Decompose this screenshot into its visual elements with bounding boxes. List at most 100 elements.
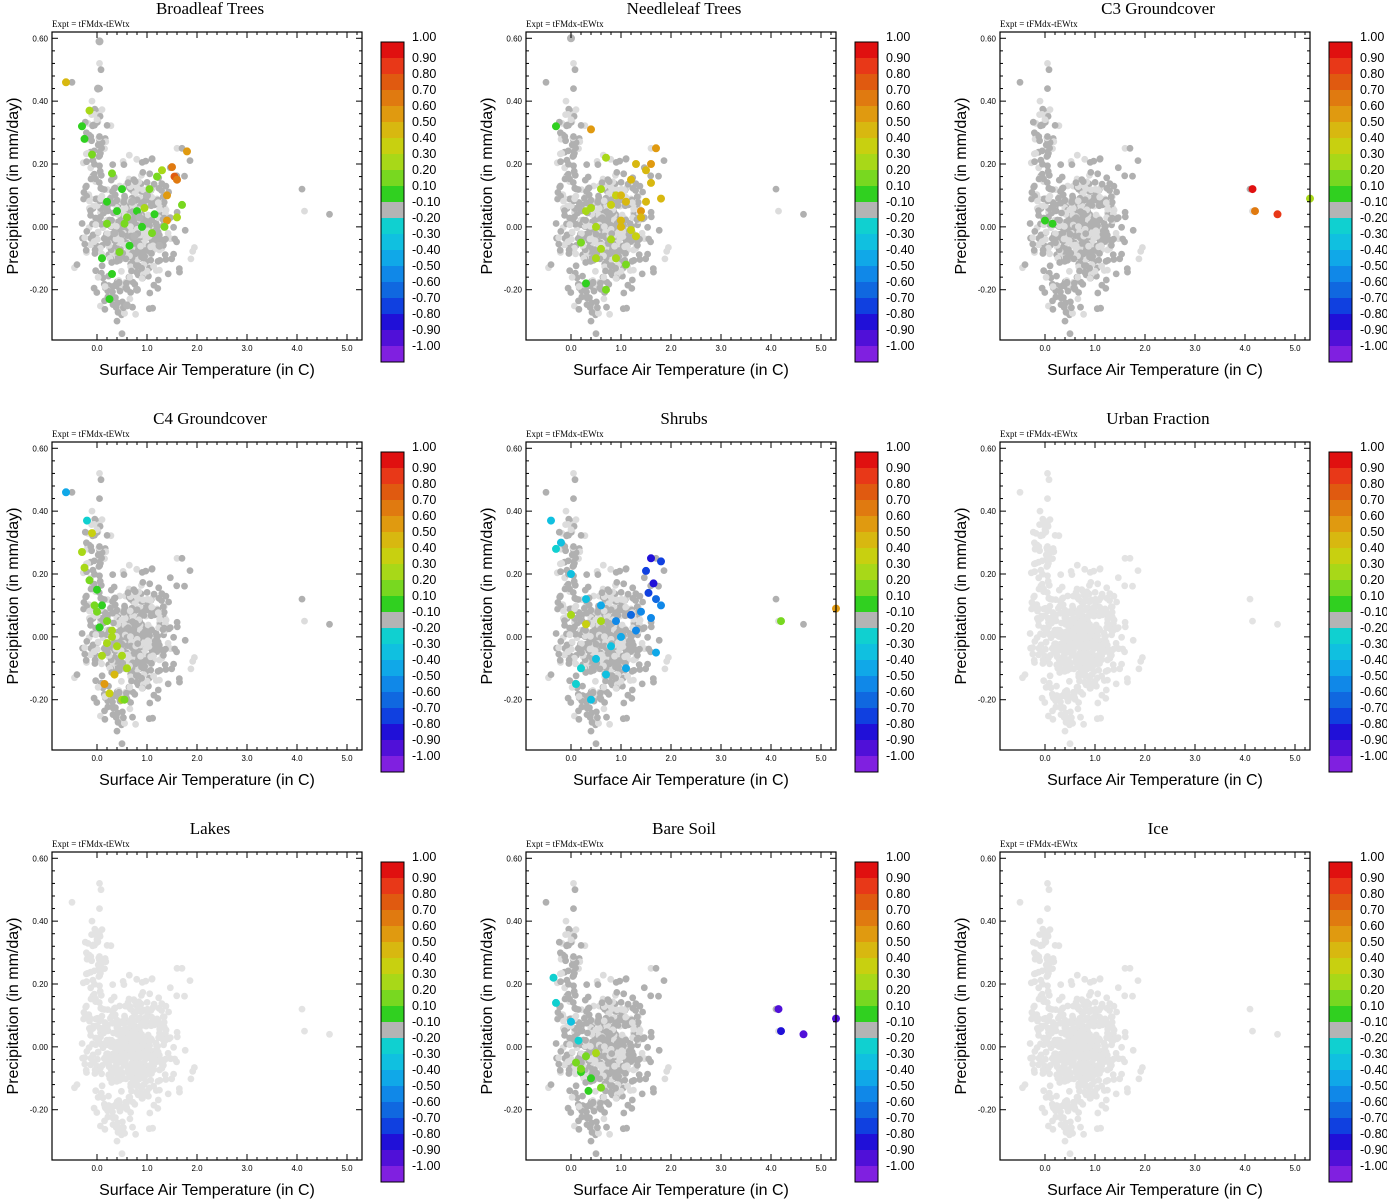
- cloud-point: [186, 157, 194, 165]
- colorbar-swatch: [855, 628, 878, 644]
- colorbar-label: -0.80: [886, 307, 915, 321]
- cloud-point: [571, 66, 579, 74]
- expt-label: Expt = tFMdx-tEWtx: [526, 19, 604, 29]
- colorbar-label: 0.20: [1360, 573, 1384, 587]
- cloud-point: [572, 262, 580, 270]
- cloud-point: [1135, 665, 1143, 673]
- cloud-point: [1063, 688, 1071, 696]
- cloud-point: [137, 652, 145, 660]
- colorbar-swatch: [1329, 282, 1352, 298]
- colorbar-label: -0.60: [886, 275, 915, 289]
- cloud-point: [120, 714, 127, 722]
- cloud-point: [90, 284, 98, 292]
- cloud-point: [1075, 289, 1082, 296]
- cloud-point: [1044, 133, 1051, 140]
- cloud-point: [1056, 626, 1063, 634]
- cloud-point: [1066, 640, 1074, 648]
- cloud-point: [126, 683, 134, 691]
- cloud-point: [156, 615, 164, 623]
- cloud-point: [127, 699, 134, 706]
- cloud-point: [1109, 251, 1117, 258]
- cloud-point: [594, 608, 602, 616]
- cloud-point: [301, 617, 308, 625]
- cloud-point: [189, 657, 197, 665]
- panel-title: C3 Groundcover: [1101, 0, 1215, 18]
- colorbar-label: 0.10: [412, 589, 436, 603]
- colorbar-swatch: [381, 580, 404, 596]
- colorbar-swatch: [855, 580, 878, 596]
- cloud-point: [326, 210, 333, 218]
- colorbar-label: 0.30: [412, 557, 436, 571]
- cloud-point: [1031, 228, 1039, 235]
- cloud-point: [109, 609, 116, 617]
- cloud-point: [1068, 309, 1076, 317]
- cloud-point: [138, 264, 146, 272]
- cloud-point: [584, 583, 592, 591]
- cloud-point: [567, 116, 575, 124]
- y-tick-label: -0.20: [504, 696, 523, 705]
- cloud-point: [556, 656, 564, 664]
- colorbar-swatch: [1329, 580, 1352, 596]
- cloud-point: [159, 626, 167, 633]
- cloud-point: [115, 278, 123, 286]
- y-tick-label: 0.00: [980, 223, 996, 232]
- data-point: [611, 617, 620, 626]
- cloud-point: [1103, 174, 1111, 182]
- cloud-point: [562, 507, 570, 515]
- cloud-point: [146, 170, 154, 178]
- x-tick-label: 5.0: [1289, 344, 1301, 353]
- cloud-point: [1108, 241, 1115, 249]
- cloud-point: [578, 230, 585, 238]
- x-tick-label: 2.0: [1139, 754, 1151, 763]
- cloud-point: [138, 253, 145, 261]
- cloud-point: [187, 665, 195, 673]
- cloud-point: [1087, 169, 1095, 176]
- cloud-point: [80, 189, 88, 196]
- colorbar-label: 0.10: [1360, 179, 1384, 193]
- cloud-point: [165, 625, 173, 633]
- colorbar-swatch: [1329, 218, 1352, 234]
- cloud-point: [130, 216, 138, 223]
- colorbar-swatch: [381, 186, 404, 202]
- colorbar-swatch: [1329, 330, 1352, 346]
- colorbar-label: -0.20: [886, 621, 915, 635]
- colorbar-swatch: [855, 532, 878, 548]
- y-tick-label: 0.40: [32, 507, 48, 516]
- cloud-point: [1044, 470, 1051, 477]
- cloud-point: [634, 241, 641, 249]
- cloud-point: [155, 184, 163, 192]
- colorbar-swatch: [381, 756, 404, 772]
- x-tick-label: 1.0: [615, 754, 627, 763]
- data-point: [636, 607, 645, 616]
- cloud-point: [570, 133, 577, 140]
- cloud-point: [98, 554, 105, 562]
- cloud-point: [1041, 526, 1049, 534]
- cloud-point: [1046, 250, 1053, 258]
- cloud-point: [115, 688, 123, 696]
- cloud-point: [97, 66, 105, 74]
- x-tick-label: 0.0: [1039, 754, 1051, 763]
- data-point: [88, 529, 97, 538]
- colorbar-swatch: [1329, 644, 1352, 660]
- cloud-point: [636, 616, 644, 624]
- colorbar-swatch: [1329, 532, 1352, 548]
- cloud-point: [1031, 592, 1038, 600]
- data-point: [656, 194, 665, 203]
- cloud-point: [1102, 276, 1110, 284]
- colorbar-swatch: [381, 266, 404, 282]
- cloud-point: [608, 230, 616, 238]
- cloud-point: [1057, 571, 1065, 578]
- cloud-point: [118, 267, 125, 275]
- cloud-point: [1038, 648, 1046, 656]
- cloud-point: [629, 184, 637, 192]
- cloud-point: [133, 262, 140, 270]
- x-tick-label: 0.0: [1039, 344, 1051, 353]
- cloud-point: [1039, 656, 1047, 664]
- data-point: [137, 222, 146, 231]
- cloud-point: [605, 178, 613, 186]
- colorbar-label: 0.50: [1360, 115, 1384, 129]
- cloud-point: [1057, 703, 1065, 710]
- cloud-point: [1098, 262, 1105, 270]
- cloud-point: [173, 238, 181, 246]
- cloud-point: [137, 242, 145, 250]
